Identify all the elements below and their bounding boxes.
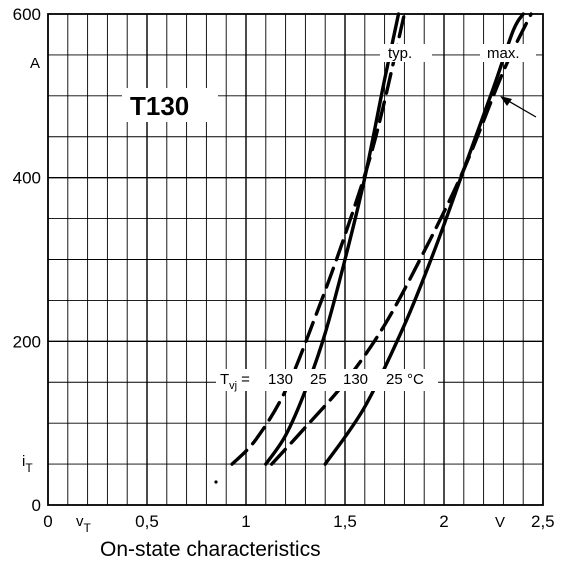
max-label-box xyxy=(480,44,536,62)
y-tick-label: 600 xyxy=(13,5,41,24)
y-axis-label: iT xyxy=(22,453,33,475)
temp-label-4: 25 xyxy=(386,371,403,388)
tvj-label: Tvj = xyxy=(220,371,250,392)
x-unit-label: V xyxy=(495,514,505,531)
y-axis-label-main: i xyxy=(22,453,25,470)
series-line-max-25-solid xyxy=(323,12,525,466)
chart-caption: On-state characteristics xyxy=(100,538,321,561)
temp-unit-label: °C xyxy=(407,371,424,388)
stray-mark xyxy=(214,480,218,484)
typ-label: typ. xyxy=(388,45,412,62)
tvj-label-sub: vj xyxy=(229,380,237,392)
x-axis-label-main: v xyxy=(76,513,84,530)
x-tick-label: 2 xyxy=(439,512,448,531)
y-tick-label: 400 xyxy=(13,169,41,188)
x-tick-label: 1 xyxy=(241,512,250,531)
max-pointer-line xyxy=(504,98,537,118)
tvj-label-main: T xyxy=(220,371,229,388)
temp-label-3: 130 xyxy=(343,371,368,388)
x-axis-label-sub: T xyxy=(84,521,92,535)
x-tick-label: 0 xyxy=(43,512,52,531)
x-tick-label: 2,5 xyxy=(531,512,555,531)
series-line-max-130-dashed xyxy=(270,12,533,466)
tick-labels: 0 0,5 1 1,5 2 2,5 0 200 400 600 xyxy=(13,5,555,531)
grid xyxy=(48,14,543,505)
temp-label-2: 25 xyxy=(310,371,327,388)
plot-frame xyxy=(47,13,544,506)
series-line-typ-25-solid xyxy=(264,12,401,466)
y-unit-label: A xyxy=(30,55,40,72)
temp-label-1: 130 xyxy=(268,371,293,388)
curves xyxy=(230,12,533,466)
x-axis-label: vT xyxy=(76,513,92,535)
series-line-typ-130-dashed xyxy=(230,12,407,466)
y-tick-label: 0 xyxy=(32,496,41,515)
labels: A iT vT V T130 typ. max. Tvj = 130 25 130… xyxy=(22,44,537,535)
typ-label-box xyxy=(380,44,432,62)
tvj-equals: = xyxy=(241,371,250,388)
plot-border xyxy=(47,13,544,506)
max-label: max. xyxy=(487,45,520,62)
y-tick-label: 200 xyxy=(13,332,41,351)
x-tick-label: 1,5 xyxy=(333,512,357,531)
model-label: T130 xyxy=(130,91,189,121)
temp-label-box xyxy=(216,369,438,391)
x-tick-label: 0,5 xyxy=(135,512,159,531)
max-pointer-arrowhead xyxy=(500,96,512,106)
model-label-box xyxy=(122,88,218,122)
y-axis-label-sub: T xyxy=(25,461,33,475)
